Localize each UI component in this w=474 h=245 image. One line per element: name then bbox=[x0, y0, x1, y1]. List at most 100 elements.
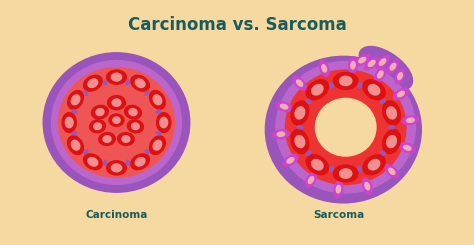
Ellipse shape bbox=[125, 105, 141, 119]
Ellipse shape bbox=[149, 90, 165, 109]
Ellipse shape bbox=[293, 76, 306, 90]
Ellipse shape bbox=[378, 71, 383, 78]
Ellipse shape bbox=[83, 154, 102, 170]
Ellipse shape bbox=[330, 83, 333, 88]
Ellipse shape bbox=[368, 60, 375, 66]
Ellipse shape bbox=[334, 181, 343, 198]
Ellipse shape bbox=[295, 135, 305, 147]
Ellipse shape bbox=[383, 130, 401, 154]
Ellipse shape bbox=[359, 58, 366, 63]
Ellipse shape bbox=[43, 53, 190, 192]
Ellipse shape bbox=[402, 116, 419, 124]
Ellipse shape bbox=[71, 140, 80, 150]
Ellipse shape bbox=[109, 114, 124, 126]
Ellipse shape bbox=[156, 112, 171, 133]
Ellipse shape bbox=[65, 117, 73, 128]
Ellipse shape bbox=[312, 159, 323, 170]
Ellipse shape bbox=[297, 80, 303, 86]
Ellipse shape bbox=[339, 76, 352, 86]
Ellipse shape bbox=[319, 60, 329, 76]
Ellipse shape bbox=[111, 73, 122, 81]
Ellipse shape bbox=[84, 91, 88, 95]
Ellipse shape bbox=[131, 154, 149, 170]
Ellipse shape bbox=[295, 107, 305, 119]
Ellipse shape bbox=[363, 155, 385, 175]
Ellipse shape bbox=[349, 57, 357, 74]
Ellipse shape bbox=[285, 70, 406, 184]
Ellipse shape bbox=[376, 55, 390, 69]
Ellipse shape bbox=[306, 155, 328, 175]
Ellipse shape bbox=[153, 95, 162, 105]
Ellipse shape bbox=[118, 133, 134, 146]
Ellipse shape bbox=[291, 130, 309, 154]
Ellipse shape bbox=[387, 107, 396, 119]
Ellipse shape bbox=[398, 91, 404, 97]
Ellipse shape bbox=[265, 56, 421, 203]
Ellipse shape bbox=[336, 185, 340, 193]
Text: Sarcoma: Sarcoma bbox=[313, 210, 364, 220]
Ellipse shape bbox=[393, 88, 409, 100]
Ellipse shape bbox=[107, 70, 127, 84]
Ellipse shape bbox=[126, 160, 129, 165]
Ellipse shape bbox=[84, 150, 88, 154]
Ellipse shape bbox=[312, 85, 323, 95]
Ellipse shape bbox=[358, 83, 362, 88]
Ellipse shape bbox=[88, 158, 98, 166]
Ellipse shape bbox=[358, 166, 362, 172]
Ellipse shape bbox=[156, 132, 161, 135]
Ellipse shape bbox=[145, 150, 149, 154]
Ellipse shape bbox=[383, 101, 401, 125]
Ellipse shape bbox=[88, 79, 98, 87]
Ellipse shape bbox=[277, 132, 285, 136]
Ellipse shape bbox=[363, 80, 385, 100]
Ellipse shape bbox=[68, 90, 83, 109]
Ellipse shape bbox=[385, 165, 399, 178]
Ellipse shape bbox=[83, 75, 102, 91]
Ellipse shape bbox=[99, 133, 115, 146]
Ellipse shape bbox=[132, 123, 139, 130]
Ellipse shape bbox=[316, 98, 376, 156]
Ellipse shape bbox=[374, 67, 386, 82]
Ellipse shape bbox=[112, 99, 121, 106]
Ellipse shape bbox=[389, 168, 395, 174]
Ellipse shape bbox=[96, 109, 104, 116]
Text: Carcinoma vs. Sarcoma: Carcinoma vs. Sarcoma bbox=[128, 16, 346, 34]
Ellipse shape bbox=[68, 136, 83, 155]
Ellipse shape bbox=[362, 178, 372, 194]
Ellipse shape bbox=[126, 80, 129, 85]
Ellipse shape bbox=[333, 165, 358, 182]
Ellipse shape bbox=[287, 158, 294, 163]
Ellipse shape bbox=[291, 101, 309, 125]
Ellipse shape bbox=[135, 79, 145, 87]
Ellipse shape bbox=[108, 96, 126, 110]
Ellipse shape bbox=[153, 140, 162, 150]
Ellipse shape bbox=[306, 80, 328, 100]
Ellipse shape bbox=[59, 68, 174, 177]
Ellipse shape bbox=[276, 61, 415, 193]
Ellipse shape bbox=[368, 85, 380, 95]
Ellipse shape bbox=[135, 158, 145, 166]
Ellipse shape bbox=[407, 118, 414, 122]
Ellipse shape bbox=[145, 91, 149, 95]
Ellipse shape bbox=[395, 69, 405, 84]
Ellipse shape bbox=[72, 110, 77, 113]
Ellipse shape bbox=[339, 169, 352, 178]
Ellipse shape bbox=[131, 75, 149, 91]
Ellipse shape bbox=[71, 95, 80, 105]
Ellipse shape bbox=[104, 80, 107, 85]
Ellipse shape bbox=[380, 99, 385, 104]
Ellipse shape bbox=[281, 104, 288, 109]
Ellipse shape bbox=[129, 109, 137, 116]
Ellipse shape bbox=[355, 55, 370, 65]
Text: Carcinoma: Carcinoma bbox=[85, 210, 148, 220]
Ellipse shape bbox=[404, 146, 411, 150]
Ellipse shape bbox=[273, 130, 289, 138]
Ellipse shape bbox=[306, 99, 311, 104]
Ellipse shape bbox=[359, 47, 412, 90]
Ellipse shape bbox=[351, 61, 355, 69]
Ellipse shape bbox=[365, 183, 370, 190]
Ellipse shape bbox=[104, 160, 107, 165]
Ellipse shape bbox=[113, 117, 120, 123]
Ellipse shape bbox=[122, 136, 130, 142]
Ellipse shape bbox=[52, 61, 182, 184]
